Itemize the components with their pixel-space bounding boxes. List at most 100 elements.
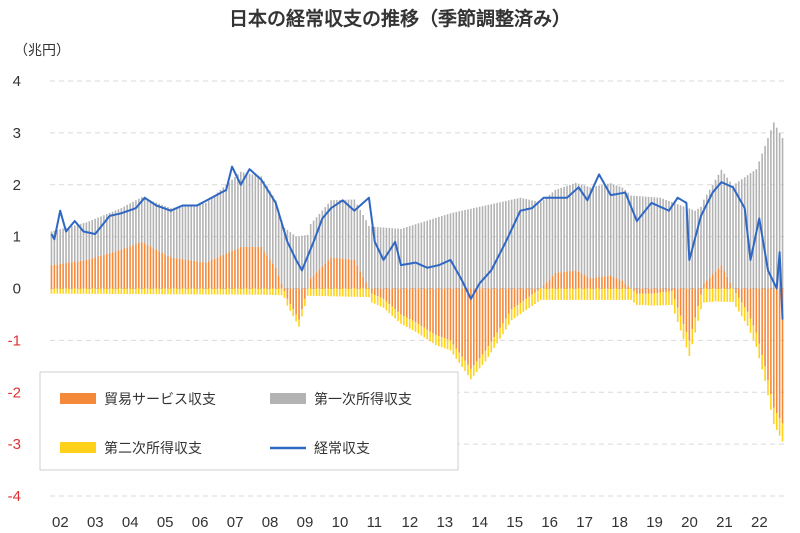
bar-trade xyxy=(671,288,673,292)
bar-secondary xyxy=(708,288,711,303)
bar-secondary xyxy=(315,288,318,296)
bar-primary xyxy=(298,236,300,289)
bar-secondary xyxy=(193,288,195,295)
bar-secondary xyxy=(391,306,394,316)
bar-trade xyxy=(650,288,653,294)
bar-primary xyxy=(473,208,475,289)
bar-secondary xyxy=(574,288,577,300)
bar-trade xyxy=(528,288,530,297)
bar-secondary xyxy=(426,329,428,340)
bar-trade xyxy=(350,259,353,289)
bar-secondary xyxy=(172,288,175,295)
bar-primary xyxy=(76,224,79,262)
bar-trade xyxy=(82,260,85,289)
bar-primary xyxy=(170,208,172,258)
bar-primary xyxy=(234,176,236,250)
x-tick-label: 09 xyxy=(297,514,314,531)
bar-primary xyxy=(280,220,283,284)
y-tick-label: -2 xyxy=(8,384,21,401)
x-tick-label: 06 xyxy=(192,514,209,531)
x-tick-label: 18 xyxy=(611,514,628,531)
bar-secondary xyxy=(732,288,734,303)
bar-secondary xyxy=(761,355,763,370)
bar-secondary xyxy=(435,335,437,346)
bar-trade xyxy=(76,261,79,289)
bar-trade xyxy=(286,288,289,299)
bar-trade xyxy=(703,283,705,289)
bar-trade xyxy=(245,247,248,289)
bar-secondary xyxy=(560,288,562,300)
bar-primary xyxy=(196,204,198,262)
bar-primary xyxy=(484,205,487,289)
bar-trade xyxy=(403,288,405,316)
bar-secondary xyxy=(202,288,204,295)
bar-primary xyxy=(161,204,163,253)
bar-primary xyxy=(534,200,536,289)
bar-trade xyxy=(577,271,580,289)
x-tick-label: 05 xyxy=(157,514,174,531)
bar-primary xyxy=(120,208,123,250)
bar-primary xyxy=(193,204,195,261)
bar-secondary xyxy=(353,288,356,297)
bar-secondary xyxy=(388,304,391,314)
bar-primary xyxy=(633,195,635,289)
bar-secondary xyxy=(373,294,376,304)
bar-trade xyxy=(411,288,414,321)
bar-secondary xyxy=(481,354,484,365)
bar-secondary xyxy=(295,314,297,322)
bar-primary xyxy=(641,196,644,289)
bar-primary xyxy=(68,226,70,263)
bar-trade xyxy=(510,288,513,310)
bar-primary xyxy=(330,200,332,258)
bar-secondary xyxy=(743,307,746,322)
bar-primary xyxy=(111,211,114,253)
bar-trade xyxy=(330,257,332,289)
bar-trade xyxy=(580,273,583,289)
bar-secondary xyxy=(210,288,213,295)
bar-trade xyxy=(426,288,428,330)
bar-primary xyxy=(277,210,280,276)
bar-secondary xyxy=(362,288,364,297)
bar-primary xyxy=(301,235,303,289)
bar-secondary xyxy=(318,288,321,297)
bar-trade xyxy=(114,251,117,289)
bar-trade xyxy=(609,275,612,289)
bar-secondary xyxy=(292,309,295,317)
bar-primary xyxy=(569,184,571,272)
bar-trade xyxy=(641,288,644,294)
bar-secondary xyxy=(697,306,699,321)
x-tick-label: 03 xyxy=(87,514,104,531)
bar-primary xyxy=(647,196,650,289)
bar-primary xyxy=(228,182,230,253)
bar-secondary xyxy=(280,288,283,296)
bar-trade xyxy=(592,277,595,289)
bar-primary xyxy=(167,207,169,256)
bar-trade xyxy=(321,266,324,289)
bar-trade xyxy=(502,288,504,324)
x-tick-label: 21 xyxy=(716,514,733,531)
bar-secondary xyxy=(269,288,271,295)
bar-primary xyxy=(775,127,778,289)
bar-trade xyxy=(574,270,577,289)
bar-primary xyxy=(525,199,528,289)
bar-trade xyxy=(146,244,149,289)
bar-secondary xyxy=(423,327,426,338)
bar-trade xyxy=(371,288,373,294)
bar-primary xyxy=(577,183,580,272)
bar-trade xyxy=(231,250,233,289)
bar-trade xyxy=(633,288,635,292)
bar-trade xyxy=(449,288,452,341)
bar-secondary xyxy=(108,288,111,294)
bar-secondary xyxy=(519,303,522,315)
bar-trade xyxy=(91,258,94,289)
bar-secondary xyxy=(592,288,595,300)
bar-primary xyxy=(446,214,449,289)
bar-trade xyxy=(210,259,213,289)
bar-secondary xyxy=(100,288,102,294)
bar-secondary xyxy=(379,297,382,307)
bar-primary xyxy=(306,234,309,289)
bar-trade xyxy=(624,283,627,289)
bar-secondary xyxy=(53,288,56,294)
x-tick-label: 11 xyxy=(367,514,383,531)
